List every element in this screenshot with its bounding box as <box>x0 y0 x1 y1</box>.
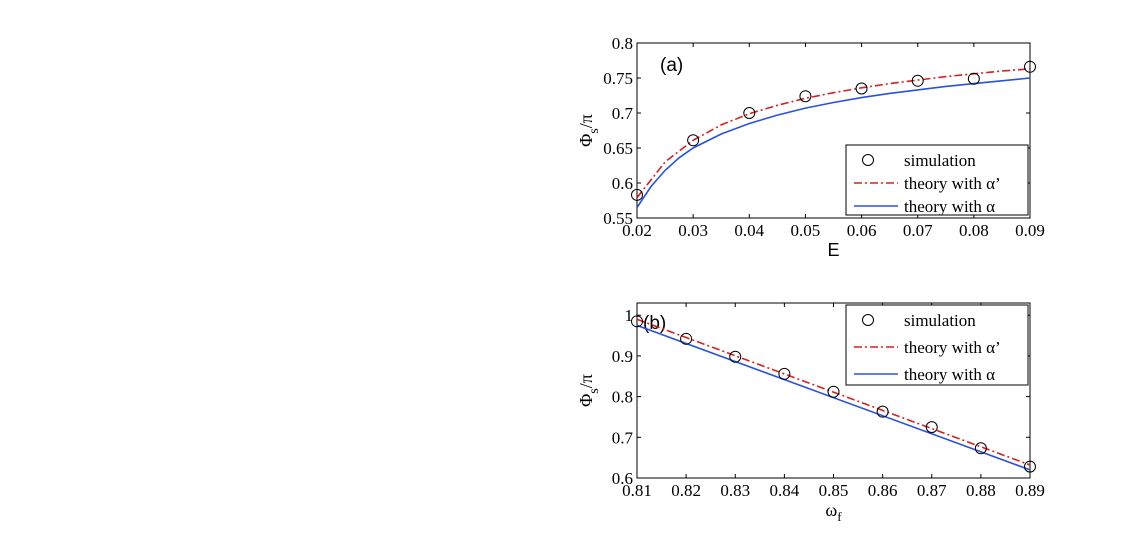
simulation-marker <box>631 188 643 201</box>
x-tick-label: 0.04 <box>734 221 764 240</box>
x-tick-label: 0.86 <box>868 481 898 500</box>
y-tick-label: 1 <box>625 306 634 325</box>
simulation-marker <box>687 134 700 147</box>
chart-panel-a: 0.02 0.03 0.04 0.05 0.06 0.07 0.08 0.09 0.55 0.6 0… <box>576 34 1045 260</box>
simulation-marker <box>778 367 791 380</box>
x-axis-label: E <box>827 240 839 260</box>
x-tick-label: 0.89 <box>1015 481 1045 500</box>
simulation-marker <box>1024 60 1036 73</box>
x-tick-label: 0.03 <box>678 221 708 240</box>
theory-alpha-prime-line <box>637 318 1030 466</box>
x-tick-label: 0.84 <box>770 481 800 500</box>
legend-label: theory with α’ <box>904 338 1001 357</box>
y-tick-label: 0.9 <box>612 347 633 366</box>
x-tick-label: 0.85 <box>819 481 849 500</box>
legend-label: theory with α <box>904 197 995 216</box>
x-tick-label: 0.87 <box>917 481 947 500</box>
y-tick-label: 0.7 <box>612 104 634 123</box>
legend-label: simulation <box>904 151 976 170</box>
y-tick-label: 0.8 <box>612 34 633 53</box>
simulation-marker <box>799 90 812 103</box>
panel-label: (a) <box>660 55 683 76</box>
simulation-marker <box>967 72 980 85</box>
legend-label: theory with α <box>904 365 995 384</box>
simulation-marker <box>729 350 742 363</box>
plot-frame <box>636 42 1031 219</box>
legend-simulation-marker <box>862 314 874 326</box>
x-tick-label: 0.05 <box>791 221 821 240</box>
y-tick-label: 0.6 <box>612 469 633 488</box>
simulation-marker <box>911 74 924 87</box>
legend: simulation theory with α’ theory with α <box>845 304 1029 386</box>
simulation-marker <box>631 315 643 328</box>
simulation-marker <box>743 107 756 119</box>
theory-alpha-prime-line <box>637 68 1030 199</box>
y-axis-label: Φs/π <box>576 374 602 407</box>
simulation-marker <box>925 421 938 434</box>
y-tick-label: 0.75 <box>603 69 633 88</box>
x-tick-label: 0.88 <box>966 481 996 500</box>
x-tick-label: 0.09 <box>1015 221 1045 240</box>
y-tick-label: 0.6 <box>612 174 633 193</box>
simulation-marker <box>855 82 868 95</box>
x-tick-label: 0.83 <box>720 481 750 500</box>
legend-simulation-marker <box>862 154 874 166</box>
theory-alpha-line <box>637 77 1030 208</box>
simulation-marker <box>680 332 693 345</box>
simulation-marker <box>876 405 889 418</box>
y-tick-label: 0.7 <box>612 428 634 447</box>
x-tick-label: 0.06 <box>847 221 877 240</box>
simulation-marker <box>1024 460 1036 473</box>
y-axis-label: Φs/π <box>576 114 602 147</box>
x-tick-label: 0.08 <box>959 221 989 240</box>
y-tick-label: 0.8 <box>612 388 633 407</box>
x-tick-label: 0.81 <box>622 481 652 500</box>
y-tick-label: 0.55 <box>603 209 633 228</box>
plot-area <box>637 68 1030 208</box>
simulation-marker <box>827 385 840 398</box>
y-tick-label: 0.65 <box>603 139 633 158</box>
legend: simulation theory with α’ theory with α <box>845 144 1029 216</box>
chart-panel-b: 0.81 0.82 0.83 0.84 0.85 0.86 0.87 0.88 0.890.60… <box>576 302 1045 524</box>
legend-label: simulation <box>904 311 976 330</box>
legend-box <box>845 304 1029 386</box>
x-tick-label: 0.02 <box>622 221 652 240</box>
legend-label: theory with α’ <box>904 174 1001 193</box>
x-tick-label: 0.07 <box>903 221 933 240</box>
legend-box <box>845 144 1029 216</box>
x-axis-label: ωf <box>825 500 842 524</box>
panel-label: (b) <box>643 313 666 334</box>
simulation-marker <box>974 442 987 455</box>
x-tick-label: 0.82 <box>671 481 701 500</box>
